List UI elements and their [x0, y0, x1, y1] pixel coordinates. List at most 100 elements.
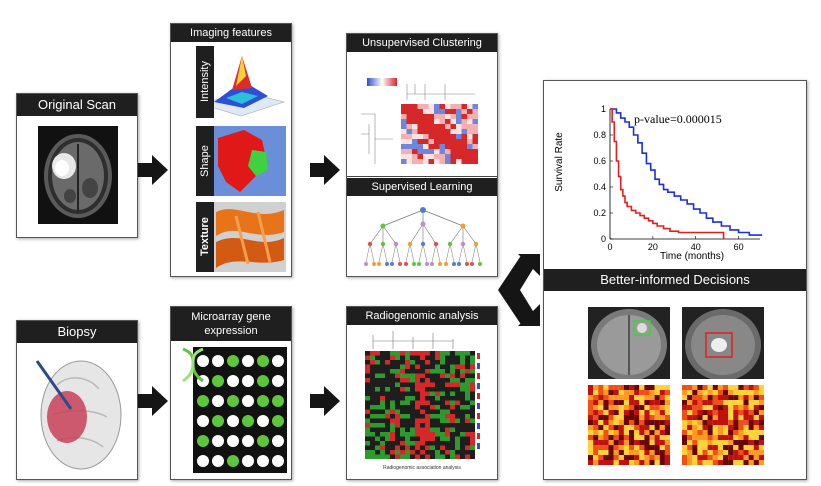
texture-cell [687, 455, 693, 461]
rg-cell [450, 396, 455, 401]
unsupervised-title: Unsupervised Clustering [347, 34, 497, 52]
texture-cell [623, 430, 630, 436]
texture-cell [733, 390, 739, 396]
texture-cell [748, 435, 754, 441]
rg-cell [390, 373, 395, 378]
rg-cell [385, 391, 390, 396]
rg-cell [470, 364, 475, 369]
texture-cell [748, 460, 754, 465]
heatmap-cell [439, 144, 445, 149]
rg-cell [420, 382, 425, 387]
rg-cell [460, 409, 465, 414]
rg-cell [425, 418, 430, 423]
rg-cell [410, 400, 415, 405]
heatmap-cell [434, 129, 440, 134]
shape-label: Shape [196, 126, 214, 196]
texture-cell [613, 435, 619, 441]
texture-cell [649, 400, 655, 406]
texture-cell [644, 420, 650, 426]
texture-cell [649, 420, 655, 426]
rg-cell [405, 396, 410, 401]
rg-cell [385, 450, 390, 455]
texture-cell [629, 420, 635, 426]
rg-cell [395, 436, 400, 441]
rg-cell [365, 400, 370, 405]
rg-cell [380, 351, 385, 356]
rg-cell [375, 450, 380, 455]
texture-cell [692, 430, 698, 436]
heatmap-cell [456, 124, 462, 129]
texture-cell [687, 405, 693, 411]
texture-cell [613, 425, 619, 431]
heatmap-cell [434, 144, 440, 149]
rg-cell [455, 450, 460, 455]
texture-cell [588, 430, 594, 436]
texture-cell [608, 430, 614, 436]
heatmap-cell [428, 159, 434, 164]
rg-cell [405, 427, 410, 432]
texture-cell [738, 460, 744, 465]
tree-leaf [390, 262, 394, 266]
rg-cell [420, 450, 425, 455]
rg-cell [470, 373, 475, 378]
texture-cell [702, 430, 708, 436]
rg-cell [410, 409, 415, 414]
texture-cell [629, 460, 635, 465]
texture-map-right [682, 385, 764, 465]
rg-cell [410, 445, 415, 450]
texture-cell [598, 455, 604, 461]
rg-cell [445, 351, 450, 356]
texture-cell [659, 445, 665, 451]
rg-cell [365, 409, 370, 414]
texture-cell [753, 435, 759, 441]
rg-cell [375, 378, 380, 383]
biopsy-panel: Biopsy [16, 320, 138, 480]
rg-cell [410, 355, 415, 360]
texture-cell [629, 430, 635, 436]
texture-cell [613, 395, 619, 401]
rg-cell [395, 454, 400, 459]
rg-cell [450, 382, 455, 387]
heatmap-cell [401, 119, 407, 124]
rg-cell [465, 450, 470, 455]
rg-cell [450, 414, 455, 419]
texture-cell [738, 410, 744, 416]
texture-cell [753, 390, 759, 396]
texture-cell [723, 460, 729, 465]
rg-cell [420, 405, 425, 410]
texture-cell [649, 460, 655, 465]
texture-cell [608, 420, 614, 426]
texture-cell [728, 415, 734, 421]
rg-cell [440, 400, 445, 405]
texture-cell [707, 385, 713, 391]
heatmap-cell [461, 139, 467, 144]
rg-cell [375, 400, 380, 405]
microarray-grid [193, 347, 287, 473]
texture-cell [697, 425, 703, 431]
rg-cell [435, 418, 440, 423]
rg-cell [410, 454, 415, 459]
texture-cell [748, 420, 754, 426]
texture-cell [697, 400, 703, 406]
texture-cell [664, 445, 670, 451]
texture-cell [598, 430, 604, 436]
rg-cell [440, 387, 445, 392]
rg-cell [425, 396, 430, 401]
rg-cell [465, 351, 470, 356]
radiogenomic-caption: Radiogenomic association analysis [383, 465, 461, 471]
rg-cell [385, 445, 390, 450]
texture-cell [758, 385, 764, 391]
texture-cell [593, 460, 599, 465]
rg-cell [390, 355, 395, 360]
texture-cell [588, 410, 594, 416]
rg-cell [395, 423, 400, 428]
texture-cell [753, 385, 759, 391]
texture-cell [613, 415, 619, 421]
rg-cell [465, 405, 470, 410]
rg-cell [405, 450, 410, 455]
rg-annotation-bar [477, 373, 480, 379]
texture-cell [593, 430, 599, 436]
texture-cell [712, 405, 718, 411]
texture-cell [603, 460, 609, 465]
rg-cell [395, 364, 400, 369]
